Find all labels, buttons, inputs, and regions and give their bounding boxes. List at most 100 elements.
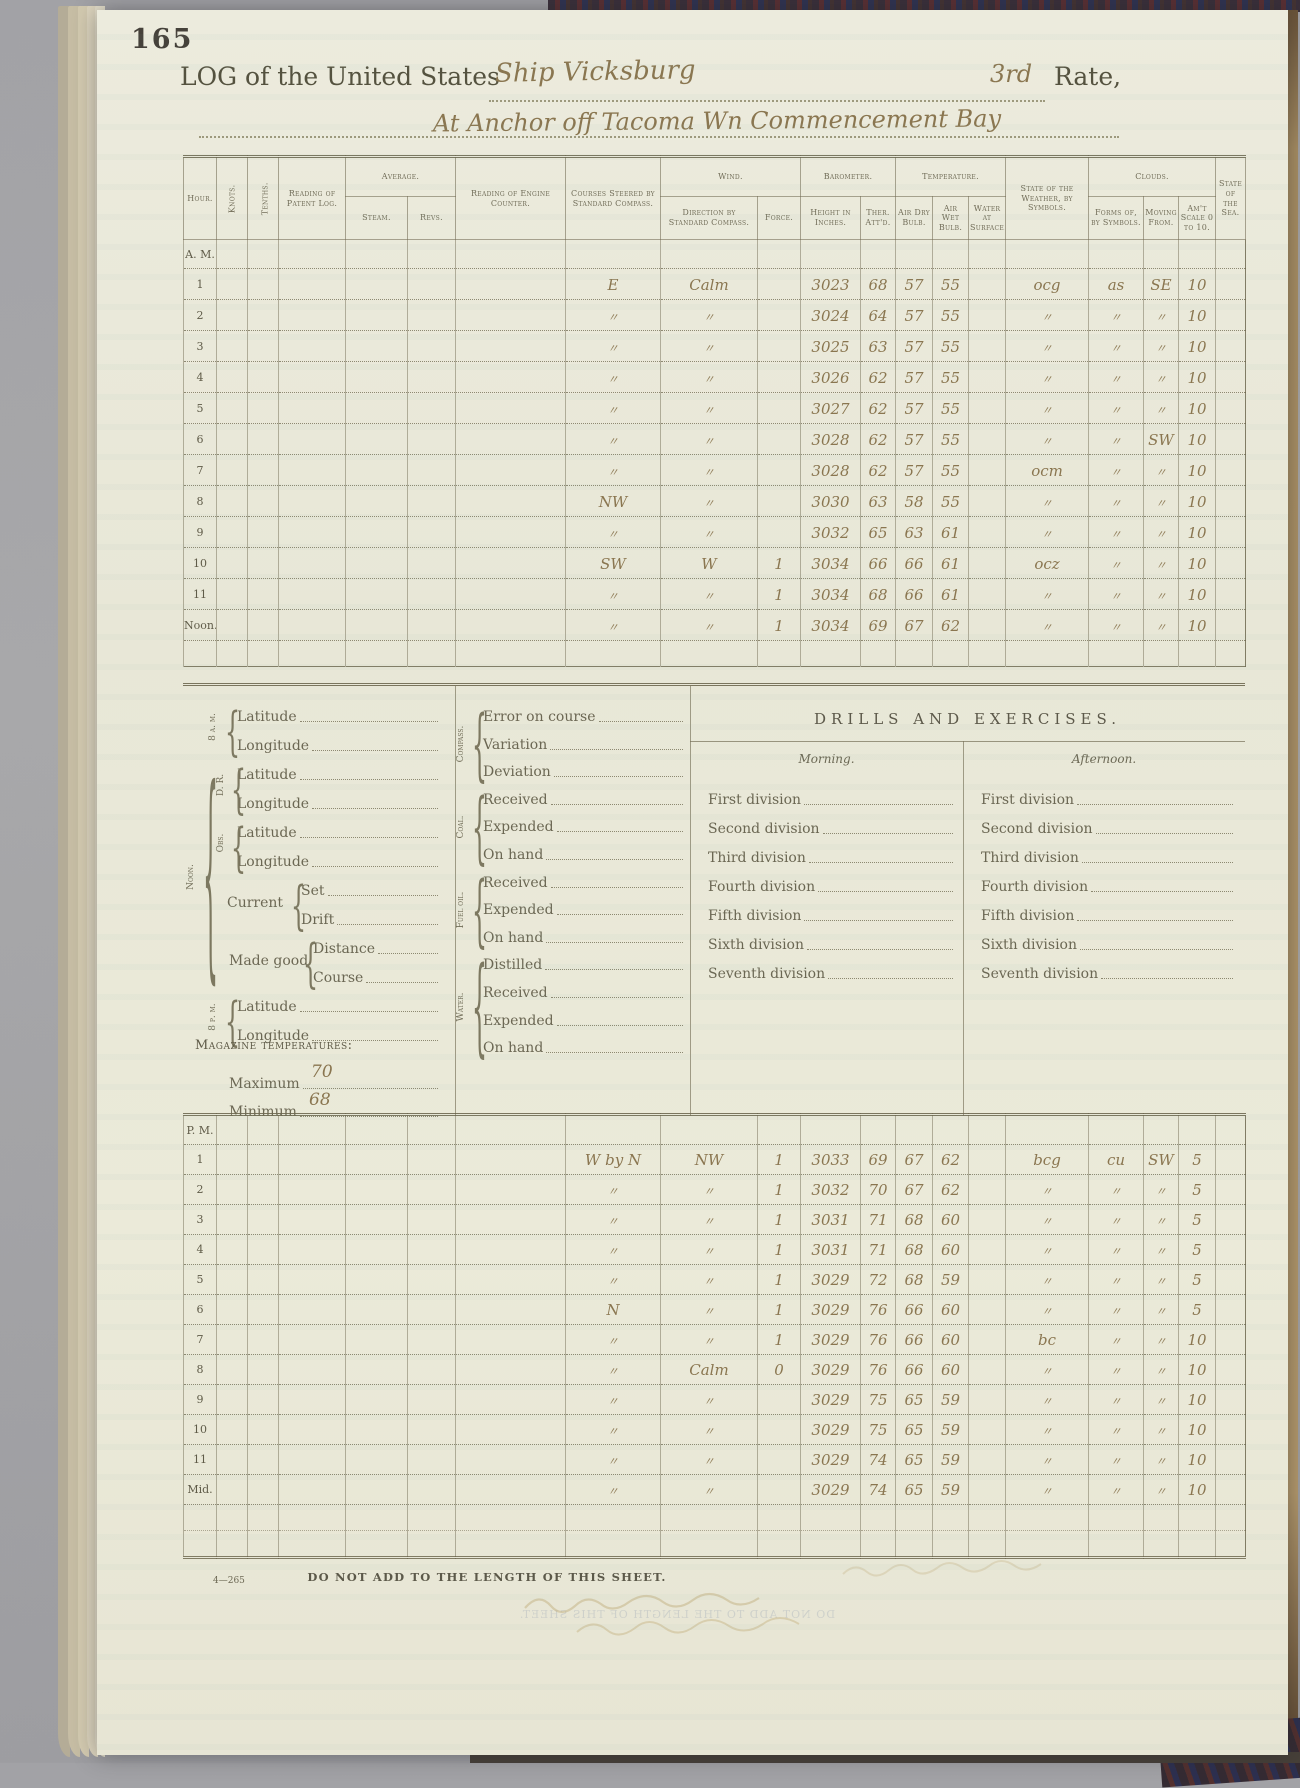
log-cell xyxy=(407,609,456,641)
log-cell xyxy=(216,485,248,517)
handwritten-value: 60 xyxy=(940,1241,961,1259)
log-cell: 3028 xyxy=(800,423,861,455)
label-noon: Noon. xyxy=(186,864,196,890)
handwritten-value: 〃 xyxy=(703,1395,715,1408)
observation-row: Drift xyxy=(301,906,440,928)
log-row: 6 〃 〃 3028 62 57 55 〃 〃 SW 10 xyxy=(183,423,1246,455)
log-cell: 〃 xyxy=(1088,392,1144,424)
log-cell xyxy=(455,1144,566,1175)
log-cell xyxy=(216,609,248,641)
log-cell: 〃 xyxy=(565,1474,661,1505)
log-cell: 76 xyxy=(860,1354,896,1385)
log-cell: A. M. xyxy=(183,239,217,269)
log-cell xyxy=(968,516,1006,548)
log-title: LOG of the United States xyxy=(180,62,500,91)
log-cell: 〃 xyxy=(565,423,661,455)
log-cell xyxy=(407,547,456,579)
drills-afternoon-header: Afternoon. xyxy=(1071,752,1137,766)
log-cell: 〃 xyxy=(565,1204,661,1235)
log-cell: 10 xyxy=(1178,1474,1216,1505)
log-cell xyxy=(345,268,408,300)
log-cell xyxy=(1215,361,1246,393)
handwritten-value: 3031 xyxy=(811,1211,850,1229)
log-cell: 60 xyxy=(932,1354,969,1385)
log-cell: 55 xyxy=(932,454,969,486)
log-cell: 1 xyxy=(757,1324,801,1355)
log-cell xyxy=(455,578,566,610)
log-cell xyxy=(345,1354,408,1385)
log-cell: 3033 xyxy=(800,1144,861,1175)
log-cell: 69 xyxy=(860,609,896,641)
log-cell xyxy=(895,1114,933,1145)
handwritten-value: 〃 xyxy=(1041,589,1053,603)
log-cell xyxy=(455,361,566,393)
log-cell xyxy=(968,1530,1006,1558)
observation-label: Fourth division xyxy=(708,879,816,895)
handwritten-value: 59 xyxy=(940,1451,961,1469)
title-dotted-line xyxy=(489,100,1045,102)
handwritten-value: 3028 xyxy=(811,430,850,449)
log-cell xyxy=(756,392,801,424)
log-cell xyxy=(216,1504,248,1531)
handwritten-value: 〃 xyxy=(703,434,715,448)
supply-row: Received xyxy=(483,869,685,891)
log-cell xyxy=(247,423,279,455)
handwritten-value: 〃 xyxy=(1110,1185,1122,1198)
log-cell xyxy=(968,1354,1006,1385)
observation-label: Maximum xyxy=(229,1076,300,1092)
dotted-leader xyxy=(550,748,683,750)
log-cell xyxy=(1143,1114,1179,1145)
handwritten-value: 〃 xyxy=(607,1425,619,1438)
log-cell: 58 xyxy=(895,485,933,517)
dotted-leader xyxy=(1095,833,1233,834)
log-cell: 10 xyxy=(1178,299,1216,331)
handwritten-value: 10 xyxy=(1187,430,1207,449)
log-cell xyxy=(1178,1114,1216,1145)
log-cell: 1 xyxy=(757,1294,801,1325)
handwritten-value: 3024 xyxy=(811,306,850,325)
handwritten-value: 55 xyxy=(940,306,961,325)
am-log-table: Hour. Knots. Tenths. Reading of Patent Log.… xyxy=(183,155,1247,667)
log-cell: 55 xyxy=(932,330,969,362)
log-cell: 55 xyxy=(932,361,969,393)
log-cell: 〃 xyxy=(660,299,758,331)
log-cell xyxy=(455,485,566,517)
handwritten-value: 10 xyxy=(1187,523,1207,542)
handwritten-value: 〃 xyxy=(1110,403,1122,417)
log-cell xyxy=(932,1530,969,1558)
observation-row: Distance xyxy=(313,935,440,957)
log-cell xyxy=(247,609,279,641)
handwritten-value: 〃 xyxy=(1110,589,1122,603)
handwritten-value: 66 xyxy=(904,585,924,604)
handwritten-value: 〃 xyxy=(1110,434,1122,448)
log-cell: 〃 xyxy=(1088,299,1144,331)
log-cell xyxy=(757,1444,801,1475)
log-cell xyxy=(247,299,279,331)
log-cell xyxy=(345,299,408,331)
log-cell xyxy=(968,1474,1006,1505)
observation-label: On hand xyxy=(483,929,544,946)
log-cell xyxy=(216,330,248,362)
log-cell xyxy=(565,640,661,667)
log-cell: 〃 xyxy=(1005,361,1089,393)
handwritten-value: 〃 xyxy=(703,372,715,386)
log-cell: 5 xyxy=(1178,1144,1216,1175)
log-cell xyxy=(932,239,969,269)
log-cell xyxy=(660,1530,758,1558)
handwritten-value: 55 xyxy=(940,337,961,356)
handwritten-value: 〃 xyxy=(1110,310,1122,324)
log-cell: 3029 xyxy=(800,1264,861,1295)
log-cell xyxy=(968,330,1006,362)
log-cell: 62 xyxy=(932,1174,969,1205)
log-cell: 〃 xyxy=(1005,516,1089,548)
log-cell: 63 xyxy=(860,485,896,517)
log-cell xyxy=(968,1204,1006,1235)
log-cell: 3032 xyxy=(800,1174,861,1205)
handwritten-value: 〃 xyxy=(607,1185,619,1198)
handwritten-value: 〃 xyxy=(1041,403,1053,417)
handwritten-value: 〃 xyxy=(1155,1425,1167,1438)
log-row: 2 〃 〃 3024 64 57 55 〃 〃 〃 10 xyxy=(183,299,1246,331)
handwritten-value: 〃 xyxy=(1041,1365,1053,1378)
handwritten-value: SW xyxy=(600,554,626,573)
handwritten-value: 〃 xyxy=(1155,1335,1167,1348)
